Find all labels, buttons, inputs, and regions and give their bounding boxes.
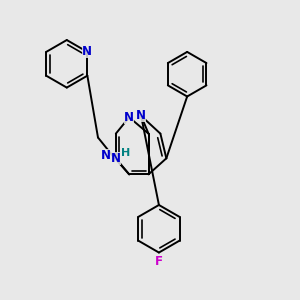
Text: N: N — [82, 45, 92, 58]
Text: N: N — [101, 149, 111, 162]
Text: N: N — [124, 111, 134, 124]
Text: H: H — [121, 148, 130, 158]
Text: N: N — [136, 109, 146, 122]
Text: N: N — [111, 152, 121, 165]
Text: F: F — [155, 255, 163, 268]
